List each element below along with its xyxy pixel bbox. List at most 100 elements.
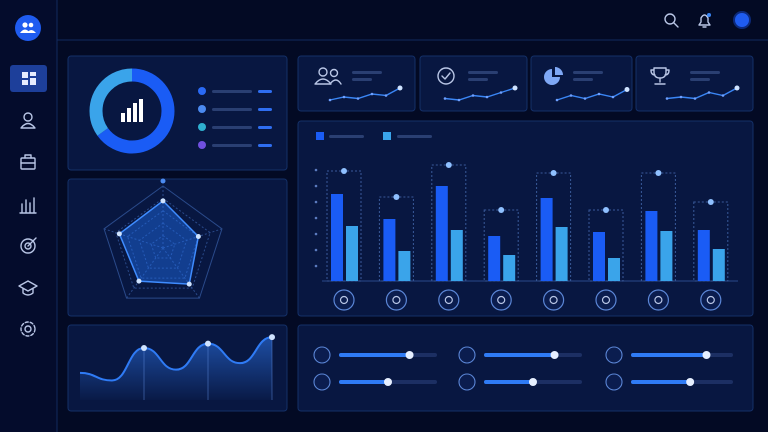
bar <box>660 231 673 281</box>
radar-top-dot <box>160 178 166 184</box>
kpi-point <box>679 95 683 99</box>
area-point <box>141 345 147 351</box>
radar-point <box>116 231 122 237</box>
slider-fill <box>484 380 533 384</box>
bar <box>645 211 658 281</box>
category-icon <box>438 289 460 311</box>
target-point <box>445 162 452 168</box>
notifications[interactable] <box>698 14 711 28</box>
kpi-line <box>556 88 628 101</box>
target-point <box>603 207 609 213</box>
kpi-icon-users <box>314 67 342 85</box>
area-point <box>269 334 275 341</box>
slider-fill <box>339 353 410 357</box>
bar <box>398 251 411 281</box>
slider-knob[interactable] <box>529 378 537 386</box>
kpi-icon-trophy <box>650 67 670 85</box>
bar <box>488 236 501 281</box>
kpi-point <box>597 92 601 96</box>
kpi-point <box>512 85 518 91</box>
bar <box>450 230 463 281</box>
bar <box>593 232 605 281</box>
nav-dashboard-icon <box>22 72 36 85</box>
kpi-point <box>499 91 503 94</box>
radar-ring <box>127 210 199 279</box>
slider-knob[interactable] <box>702 351 711 359</box>
slider-icon <box>313 373 331 391</box>
kpi-point <box>734 85 740 91</box>
legend-swatch <box>383 132 391 140</box>
legend-dot <box>198 105 206 113</box>
kpi-point <box>397 85 403 91</box>
kpi-point <box>328 98 332 102</box>
bar <box>608 258 620 281</box>
legend-pills <box>258 90 272 147</box>
category-glyph <box>339 295 349 305</box>
sidebar <box>0 0 57 432</box>
target-point <box>341 168 347 174</box>
category-glyph <box>706 295 715 305</box>
category-glyph <box>497 295 506 305</box>
bar <box>503 255 516 281</box>
avatar[interactable] <box>733 11 751 29</box>
slider-knob[interactable] <box>686 378 695 386</box>
slider-icon <box>605 346 623 364</box>
radar-ring <box>115 197 211 289</box>
search[interactable] <box>664 13 679 28</box>
radar-area <box>118 199 200 285</box>
category-icon <box>490 289 512 311</box>
kpi-point <box>384 94 388 97</box>
bar <box>346 226 358 281</box>
nav-education[interactable] <box>18 280 38 296</box>
slider-icon <box>458 373 476 391</box>
area-line <box>79 336 273 382</box>
target-point <box>498 207 505 213</box>
slider-icon <box>458 346 476 364</box>
logo[interactable] <box>15 15 41 41</box>
kpi-point <box>624 87 630 92</box>
slider-fill <box>631 380 691 384</box>
slider-knob[interactable] <box>384 378 392 386</box>
kpi-line <box>666 87 738 100</box>
nav-briefcase[interactable] <box>20 154 36 170</box>
radar-point <box>195 234 201 240</box>
nav-settings[interactable] <box>20 321 36 337</box>
category-glyph <box>444 295 453 305</box>
slider-knob[interactable] <box>405 351 414 359</box>
area-fill <box>80 337 272 400</box>
logo-icon <box>20 22 36 33</box>
bar <box>555 227 568 281</box>
kpi-line <box>329 87 401 101</box>
kpi-card <box>530 55 633 112</box>
category-glyph <box>654 295 663 305</box>
kpi-point <box>569 94 573 97</box>
bar <box>697 230 710 281</box>
nav-active[interactable] <box>10 65 47 92</box>
slider-knob[interactable] <box>550 351 559 359</box>
target-point <box>393 194 400 200</box>
axis-dots <box>314 168 318 268</box>
kpi-point <box>370 92 374 96</box>
kpi-icon-check <box>437 67 455 85</box>
slider-fill <box>631 353 707 357</box>
legend-dot <box>198 87 206 95</box>
kpi-point <box>342 95 346 99</box>
category-icon <box>700 289 722 311</box>
radar-point <box>186 281 192 287</box>
legend-dot <box>198 123 206 131</box>
category-glyph <box>549 295 558 305</box>
bar <box>540 198 553 281</box>
donut-segment <box>89 68 175 154</box>
slider-fill <box>339 380 388 384</box>
nav-stats[interactable] <box>19 197 37 214</box>
kpi-point <box>485 95 489 99</box>
nav-target[interactable] <box>20 237 37 254</box>
kpi-point <box>693 97 697 100</box>
nav-user[interactable] <box>20 112 36 129</box>
kpi-point <box>471 94 475 97</box>
bar <box>331 194 343 281</box>
kpi-point <box>443 97 447 100</box>
kpi-card <box>419 55 528 112</box>
category-glyph <box>392 295 401 305</box>
kpi-icon-pie <box>544 67 563 85</box>
